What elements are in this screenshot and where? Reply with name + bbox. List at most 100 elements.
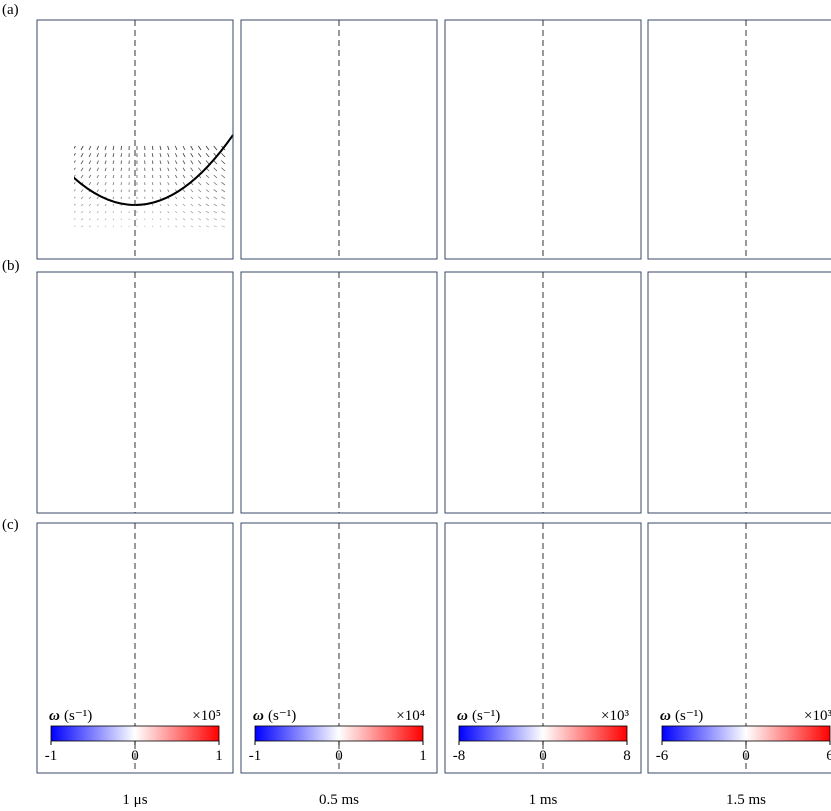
stream-line: [349, 407, 361, 518]
velocity-arrow: [387, 188, 389, 191]
velocity-arrow: [732, 166, 733, 170]
panel-content: [638, 531, 831, 728]
interface: [648, 28, 831, 193]
velocity-arrow: [425, 231, 429, 233]
velocity-arrow: [277, 239, 279, 241]
velocity-arrow: [410, 210, 413, 213]
velocity-arrow: [410, 181, 413, 185]
velocity-arrow: [708, 173, 710, 177]
velocity-arrow: [660, 210, 663, 213]
velocity-arrow: [473, 181, 476, 185]
velocity-arrow: [481, 166, 483, 170]
velocity-arrow: [317, 188, 318, 191]
velocity-arrow: [629, 231, 633, 233]
velocity-arrow: [652, 202, 656, 205]
velocity-arrow: [174, 145, 178, 151]
velocity-arrow: [576, 224, 577, 226]
velocity-arrow: [660, 224, 663, 226]
velocity-arrow: [771, 231, 772, 233]
velocity-arrow: [505, 239, 507, 241]
velocity-arrow: [410, 173, 413, 177]
velocity-arrow: [395, 202, 397, 205]
velocity-arrow: [205, 210, 210, 214]
velocity-arrow: [660, 195, 663, 198]
velocity-arrow: [293, 195, 295, 198]
velocity-arrow: [513, 166, 514, 170]
velocity-arrow: [529, 188, 530, 191]
velocity-arrow: [277, 166, 279, 170]
velocity-arrow: [505, 217, 507, 219]
stream-line: [769, 392, 797, 518]
velocity-arrow: [606, 224, 609, 226]
velocity-arrow: [708, 188, 710, 191]
velocity-arrow: [560, 246, 561, 247]
velocity-arrow: [190, 196, 194, 200]
velocity-arrow: [120, 174, 122, 179]
velocity-arrow: [489, 166, 491, 170]
stream-line: [139, 437, 143, 518]
velocity-arrow: [364, 195, 365, 198]
velocity-arrow: [676, 231, 679, 233]
velocity-arrow: [786, 217, 788, 219]
velocity-arrow: [174, 160, 178, 165]
velocity-arrow: [786, 202, 788, 205]
velocity-arrow: [708, 181, 710, 185]
velocity-arrow: [489, 224, 491, 226]
velocity-arrow: [473, 202, 476, 205]
stream-line: [112, 433, 125, 518]
velocity-arrow: [684, 181, 686, 185]
velocity-arrow: [449, 195, 453, 198]
velocity-arrow: [779, 181, 780, 185]
velocity-arrow: [65, 175, 68, 178]
stream-line: [163, 409, 197, 518]
velocity-arrow: [809, 217, 812, 219]
velocity-arrow: [151, 167, 154, 172]
velocity-arrow: [583, 217, 585, 219]
velocity-arrow: [198, 189, 202, 193]
velocity-arrow: [309, 210, 310, 213]
velocity-arrow: [560, 239, 561, 241]
velocity-arrow: [529, 224, 530, 226]
velocity-arrow: [473, 210, 476, 213]
velocity-arrow: [786, 246, 788, 247]
velocity-arrow: [221, 210, 226, 214]
velocity-arrow: [786, 188, 788, 191]
velocity-arrow: [402, 202, 405, 205]
velocity-arrow: [356, 195, 357, 198]
velocity-arrow: [325, 239, 326, 241]
velocity-arrow: [684, 166, 686, 170]
velocity-arrow: [794, 217, 796, 219]
velocity-arrow: [285, 173, 287, 177]
velocity-arrow: [387, 224, 389, 226]
velocity-arrow: [213, 189, 218, 193]
velocity-arrow: [505, 202, 507, 205]
velocity-arrow: [182, 203, 186, 207]
velocity-arrow: [513, 202, 514, 205]
velocity-arrow: [418, 217, 421, 219]
velocity-arrow: [159, 203, 162, 207]
colorbar-tick-label: 1: [419, 748, 427, 764]
velocity-arrow: [606, 239, 609, 241]
stream-line: [241, 374, 295, 518]
velocity-arrow: [676, 202, 679, 205]
stream-line: [300, 411, 321, 518]
velocity-arrow: [576, 181, 577, 185]
velocity-arrow: [794, 173, 796, 177]
velocity-arrow: [809, 239, 812, 241]
velocity-arrow: [684, 210, 686, 213]
velocity-arrow: [41, 153, 45, 157]
velocity-arrow: [213, 218, 218, 221]
velocity-arrow: [708, 217, 710, 219]
velocity-arrow: [190, 145, 194, 151]
velocity-arrow: [277, 246, 279, 247]
velocity-arrow: [198, 203, 202, 207]
velocity-arrow: [221, 189, 226, 193]
velocity-arrow: [724, 195, 725, 198]
velocity-arrow: [568, 188, 569, 191]
velocity-arrow: [356, 224, 357, 226]
velocity-arrow: [521, 210, 522, 213]
velocity-arrow: [402, 217, 405, 219]
velocity-arrow: [576, 210, 577, 213]
velocity-arrow: [489, 239, 491, 241]
velocity-arrow: [560, 224, 561, 226]
